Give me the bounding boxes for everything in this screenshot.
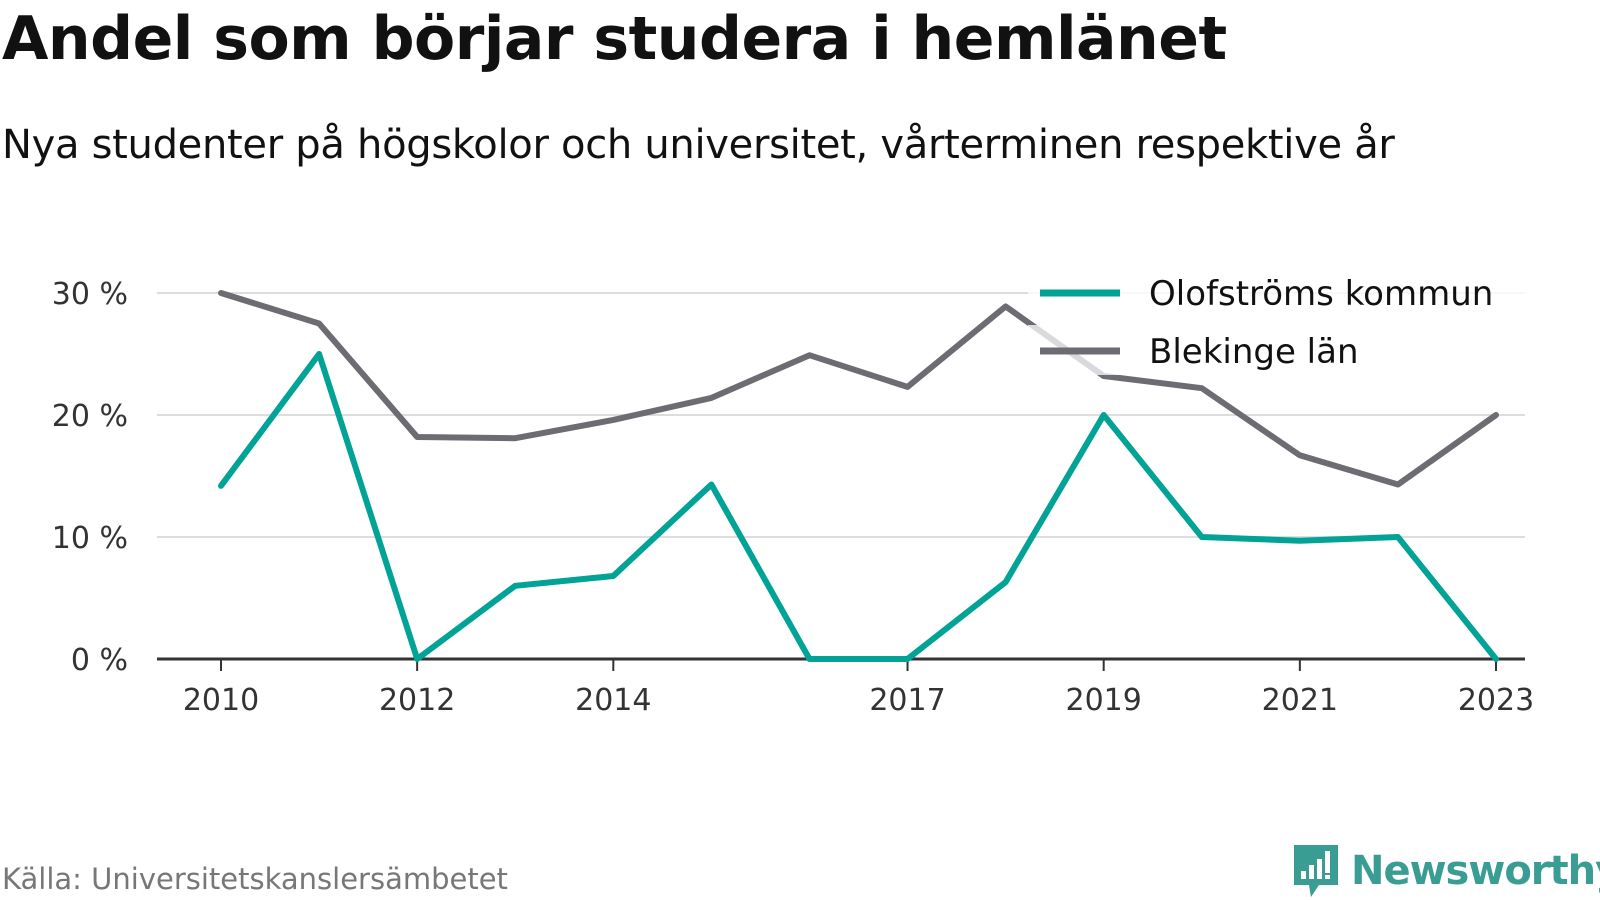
x-tick-label: 2014 <box>575 683 651 718</box>
y-tick-label: 30 % <box>52 277 128 312</box>
x-tick-label: 2023 <box>1458 683 1534 718</box>
newsworthy-logo-text: Newsworthy <box>1351 848 1600 894</box>
series-line-1 <box>218 351 1499 662</box>
x-tick-label: 2017 <box>869 683 945 718</box>
series-line-2 <box>218 290 1499 488</box>
newsworthy-logo: Newsworthy <box>1291 843 1600 899</box>
y-tick-label: 20 % <box>52 399 128 434</box>
newsworthy-logo-icon <box>1294 845 1338 897</box>
x-tick-label: 2019 <box>1066 683 1142 718</box>
legend-label: Blekinge län <box>1149 332 1359 372</box>
legend-label: Olofströms kommun <box>1149 274 1493 314</box>
x-tick-label: 2010 <box>183 683 259 718</box>
y-tick-label: 10 % <box>52 521 128 556</box>
source-note: Källa: Universitetskanslersämbetet <box>2 862 508 896</box>
chart-subtitle: Nya studenter på högskolor och universit… <box>2 122 1395 168</box>
series-lines <box>218 290 1499 662</box>
x-tick-label: 2021 <box>1262 683 1338 718</box>
legend: Olofströms kommun Blekinge län <box>1028 267 1528 375</box>
chart-title: Andel som börjar studera i hemlänet <box>2 4 1227 74</box>
x-tick-label: 2012 <box>379 683 455 718</box>
y-tick-label: 0 % <box>71 643 128 678</box>
